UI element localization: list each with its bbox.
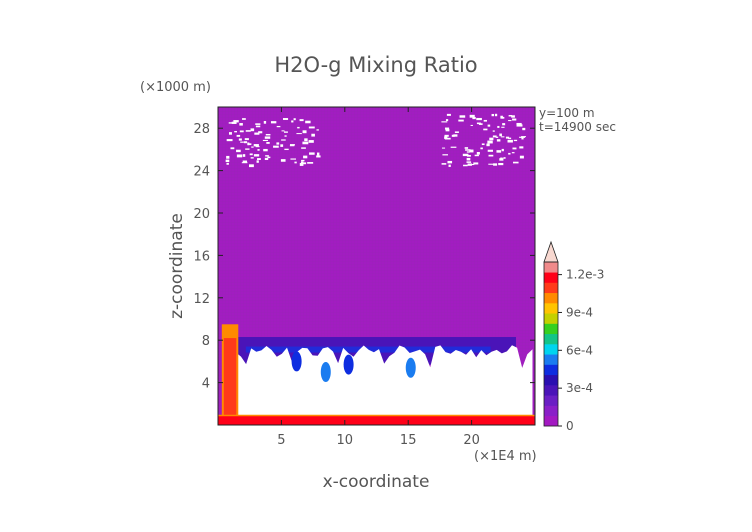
y-axis-label: z-coordinate bbox=[167, 213, 187, 319]
y-tick-label: 28 bbox=[193, 122, 210, 137]
colorbar-swatch bbox=[544, 364, 558, 376]
upper-white-patch bbox=[441, 113, 526, 167]
left-column-core bbox=[223, 338, 237, 425]
colorbar: 0 3e-4 6e-4 9e-4 1.2e-3 bbox=[543, 240, 604, 433]
surface-layer bbox=[218, 415, 535, 425]
colorbar-swatch bbox=[544, 333, 558, 345]
colorbar-label: 6e-4 bbox=[566, 343, 593, 357]
y-unit-label: (×1000 m) bbox=[140, 80, 211, 95]
y-tick-label: 8 bbox=[202, 334, 210, 349]
chart-title: H2O-g Mixing Ratio bbox=[274, 53, 477, 77]
dry-white-area bbox=[225, 345, 533, 419]
colorbar-swatch bbox=[544, 292, 558, 304]
y-tick-label: 4 bbox=[202, 377, 210, 392]
x-unit-label: (×1E4 m) bbox=[474, 449, 537, 464]
colorbar-label: 3e-4 bbox=[566, 381, 593, 395]
x-tick-label: 15 bbox=[400, 433, 417, 448]
x-axis-label: x-coordinate bbox=[323, 472, 430, 492]
moisture-plume bbox=[405, 357, 416, 378]
colorbar-label: 1.2e-3 bbox=[566, 268, 604, 282]
plot-area bbox=[217, 106, 536, 426]
y-tick-label: 12 bbox=[193, 292, 210, 307]
x-tick-label: 10 bbox=[337, 433, 354, 448]
colorbar-label: 9e-4 bbox=[566, 305, 593, 319]
plot-frame bbox=[217, 106, 536, 426]
colorbar-swatch bbox=[544, 272, 558, 283]
y-tick-label: 16 bbox=[193, 249, 210, 264]
colorbar-label: 0 bbox=[566, 419, 574, 433]
colorbar-swatch bbox=[544, 395, 558, 406]
colorbar-swatch bbox=[544, 303, 558, 314]
y-tick-label: 20 bbox=[193, 207, 210, 222]
colorbar-swatch bbox=[544, 262, 558, 273]
colorbar-frame bbox=[543, 261, 559, 427]
annotation-t: t=14900 sec bbox=[539, 120, 616, 134]
moisture-plume bbox=[291, 351, 302, 372]
annotation-y: y=100 m bbox=[539, 106, 595, 120]
colorbar-swatch bbox=[544, 385, 558, 396]
colorbar-swatch bbox=[544, 344, 558, 355]
y-axis: 4 8 12 16 20 24 28 bbox=[193, 122, 535, 392]
colorbar-swatch bbox=[544, 354, 558, 365]
x-tick-label: 20 bbox=[463, 433, 480, 448]
moisture-plume bbox=[320, 362, 331, 382]
colorbar-swatch bbox=[544, 313, 558, 324]
x-tick-label: 5 bbox=[277, 433, 285, 448]
colorbar-swatch bbox=[544, 405, 558, 417]
x-axis: 5 10 15 20 bbox=[277, 107, 480, 448]
colorbar-extend-arrow bbox=[543, 240, 559, 263]
colorbar-swatch bbox=[544, 374, 558, 386]
upper-white-patch bbox=[225, 118, 321, 168]
colorbar-swatch bbox=[544, 282, 558, 294]
colorbar-swatch bbox=[544, 415, 558, 427]
moisture-plume bbox=[343, 354, 354, 375]
y-tick-label: 24 bbox=[193, 165, 210, 180]
colorbar-swatch bbox=[544, 323, 558, 335]
